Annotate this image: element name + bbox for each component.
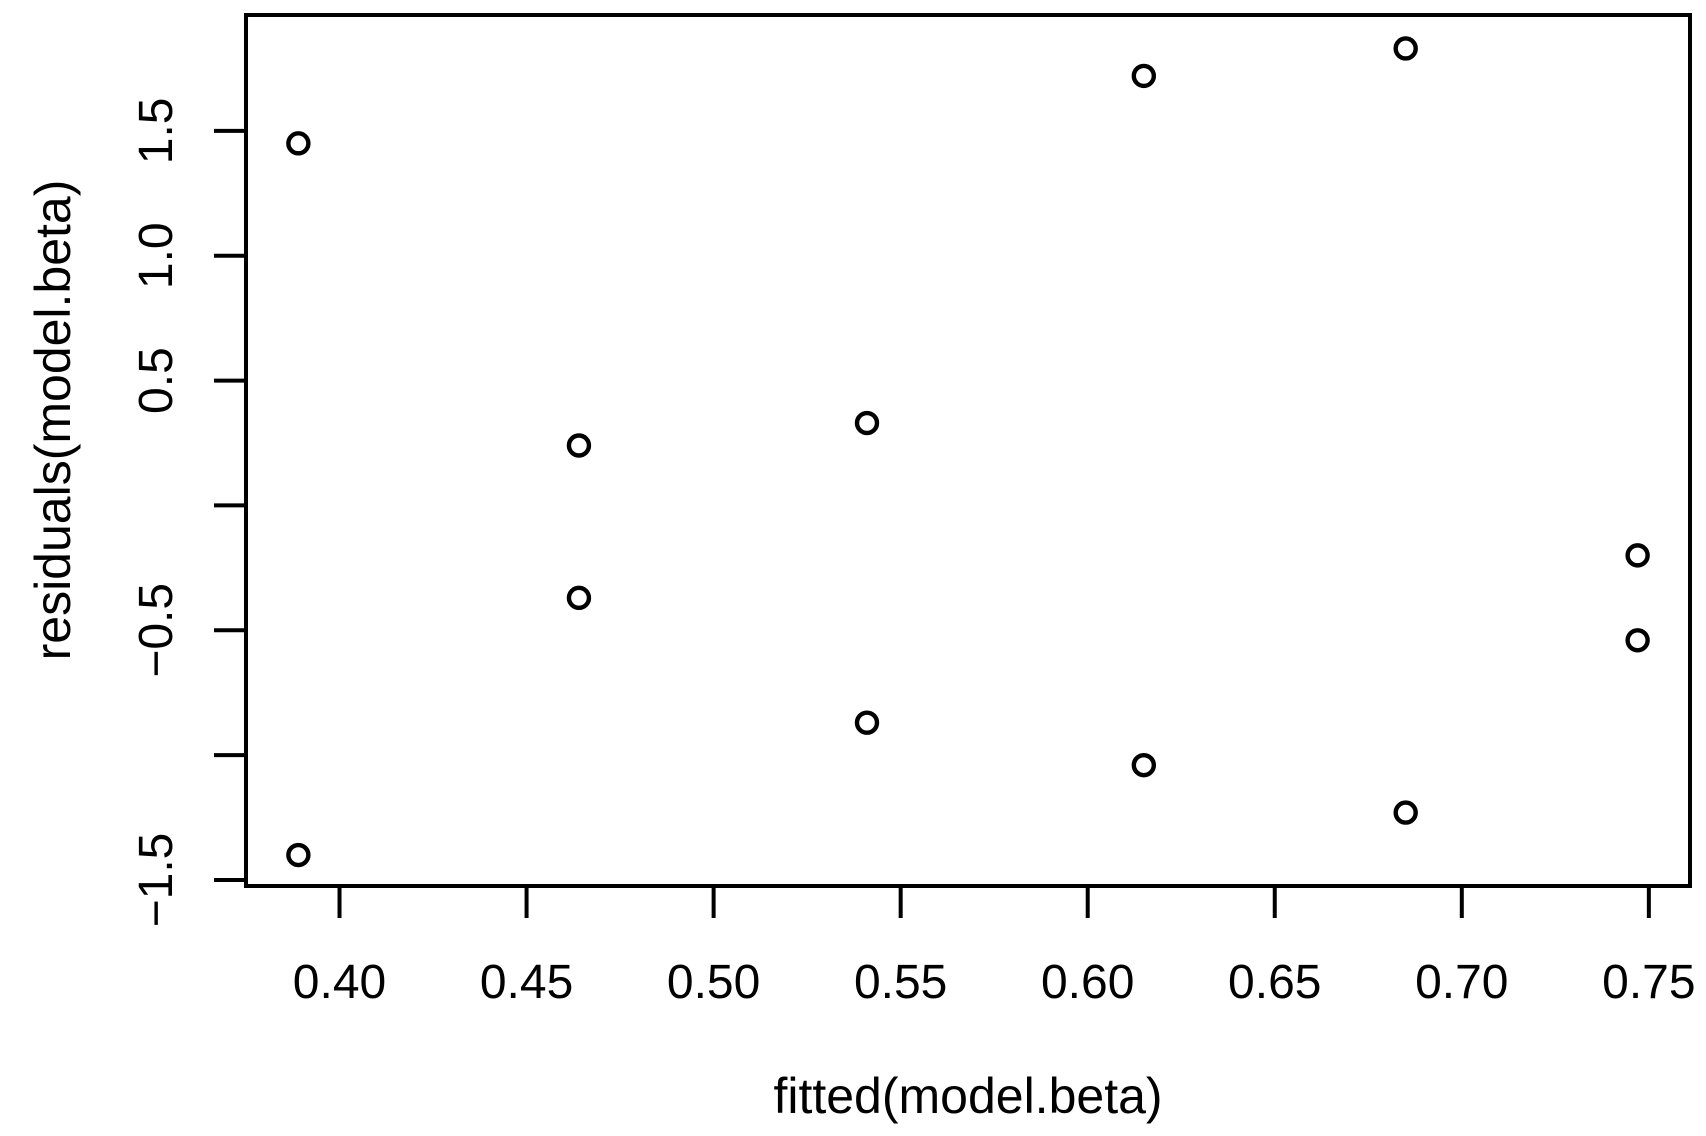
x-tick-label: 0.60 bbox=[1041, 956, 1134, 1009]
x-axis: 0.40 0.45 0.50 0.55 0.60 0.65 0.70 0.75 bbox=[293, 886, 1696, 1009]
data-point bbox=[1393, 800, 1418, 825]
x-tick-label: 0.75 bbox=[1602, 956, 1695, 1009]
x-axis-title: fitted(model.beta) bbox=[773, 1068, 1162, 1124]
x-tick-label: 0.70 bbox=[1415, 956, 1508, 1009]
data-point bbox=[566, 433, 592, 458]
plot-box bbox=[244, 13, 1692, 888]
y-axis: 1.5 1.0 0.5 −0.5 −1.5 bbox=[130, 97, 246, 927]
y-tick-label: 0.5 bbox=[130, 347, 183, 414]
y-axis-title: residuals(model.beta) bbox=[25, 180, 81, 661]
x-tick-label: 0.40 bbox=[293, 956, 386, 1009]
y-tick-label: −0.5 bbox=[130, 583, 183, 678]
data-point bbox=[1625, 543, 1650, 568]
data-point bbox=[566, 585, 592, 611]
data-point bbox=[854, 410, 880, 436]
data-point bbox=[1131, 63, 1157, 89]
data-point bbox=[1131, 752, 1157, 778]
data-point bbox=[1393, 36, 1418, 61]
data-point bbox=[286, 842, 311, 868]
data-point bbox=[286, 131, 311, 156]
x-tick-label: 0.55 bbox=[854, 956, 947, 1009]
data-point bbox=[854, 710, 880, 735]
data-points-layer bbox=[286, 36, 1650, 868]
data-point bbox=[1625, 628, 1650, 653]
x-tick-label: 0.50 bbox=[667, 956, 760, 1009]
y-tick-label: 1.0 bbox=[130, 222, 183, 289]
x-tick-label: 0.45 bbox=[480, 956, 573, 1009]
x-tick-label: 0.65 bbox=[1228, 956, 1321, 1009]
y-tick-label: 1.5 bbox=[130, 97, 183, 164]
y-tick-label: −1.5 bbox=[130, 833, 183, 928]
